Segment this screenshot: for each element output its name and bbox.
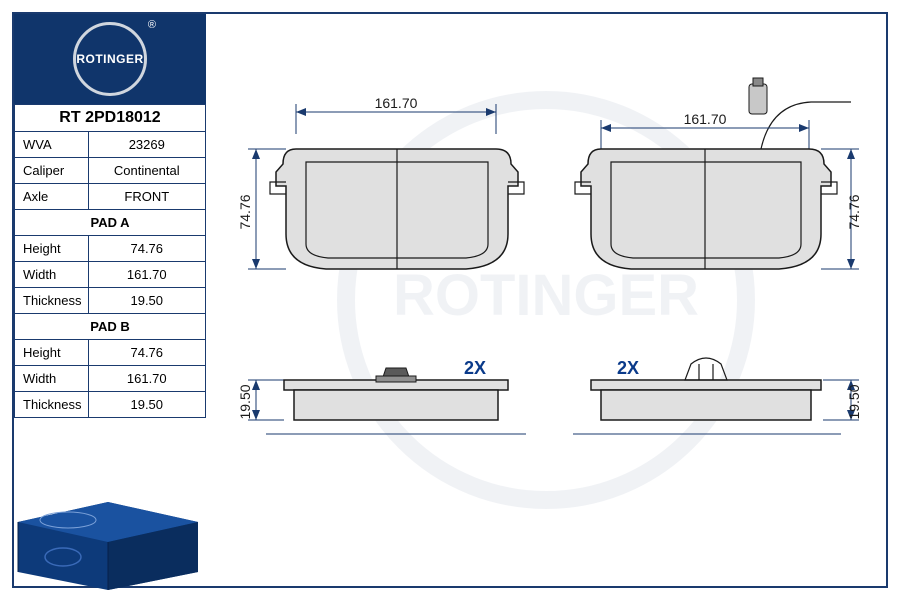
caliper-label: Caliper	[15, 158, 89, 184]
pad-a-thickness-value: 19.50	[88, 288, 205, 314]
logo-panel: ROTINGER ®	[14, 14, 206, 104]
axle-value: FRONT	[88, 184, 205, 210]
logo-circle: ROTINGER ®	[73, 22, 147, 96]
pad-b-thickness-label: Thickness	[15, 392, 89, 418]
pad-b-front-view: 161.70 74.76	[551, 74, 881, 324]
pad-a-thick-dim: 19.50	[237, 384, 253, 419]
pad-a-thickness-label: Thickness	[15, 288, 89, 314]
wva-value: 23269	[88, 132, 205, 158]
axle-label: Axle	[15, 184, 89, 210]
wva-label: WVA	[15, 132, 89, 158]
logo-text: ROTINGER	[76, 52, 143, 66]
product-box-icon	[8, 472, 208, 592]
pad-a-width-label: Width	[15, 262, 89, 288]
pad-a-height-dim: 74.76	[237, 194, 253, 229]
pad-a-height-value: 74.76	[88, 236, 205, 262]
pad-b-side-view: 19.50 2X	[551, 344, 881, 464]
pad-b-width-value: 161.70	[88, 366, 205, 392]
pad-b-header: PAD B	[15, 314, 206, 340]
pad-b-height-value: 74.76	[88, 340, 205, 366]
pad-a-front-view: 161.70 74.76	[236, 94, 536, 324]
caliper-value: Continental	[88, 158, 205, 184]
diagram-area: ROTINGER 161.70 74.76	[206, 14, 886, 586]
pad-b-width-dim: 161.70	[684, 111, 727, 127]
outer-frame: ROTINGER ® RT 2PD18012 WVA 23269 Caliper…	[12, 12, 888, 588]
pad-b-height-dim: 74.76	[846, 194, 862, 229]
pad-a-header: PAD A	[15, 210, 206, 236]
pad-b-thickness-value: 19.50	[88, 392, 205, 418]
pad-a-width-dim: 161.70	[375, 95, 418, 111]
pad-a-qty: 2X	[464, 358, 486, 378]
pad-a-side-view: 19.50 2X	[236, 344, 536, 464]
pad-b-height-label: Height	[15, 340, 89, 366]
pad-a-height-label: Height	[15, 236, 89, 262]
pad-b-qty: 2X	[617, 358, 639, 378]
spec-table: RT 2PD18012 WVA 23269 Caliper Continenta…	[14, 104, 206, 418]
part-number: RT 2PD18012	[15, 105, 206, 132]
pad-b-width-label: Width	[15, 366, 89, 392]
pad-a-width-value: 161.70	[88, 262, 205, 288]
registered-icon: ®	[148, 19, 156, 31]
pad-b-thick-dim: 19.50	[846, 384, 862, 419]
